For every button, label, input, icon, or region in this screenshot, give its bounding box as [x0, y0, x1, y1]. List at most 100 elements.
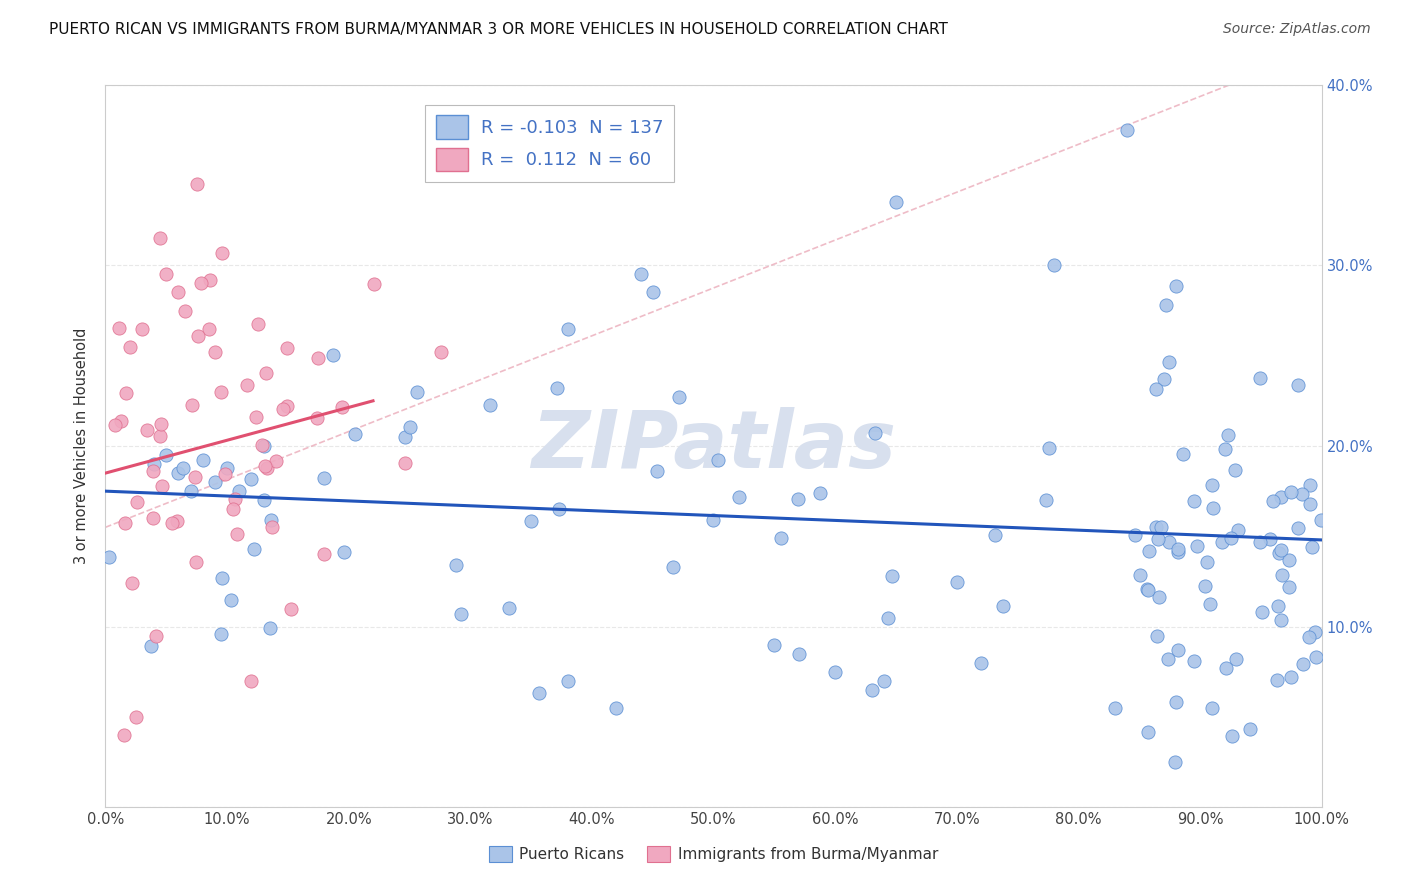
- Point: [1249, 371, 1271, 385]
- Point: [225, 527, 247, 541]
- Point: [1270, 614, 1292, 628]
- Point: [557, 673, 579, 688]
- Point: [1279, 484, 1302, 499]
- Point: [824, 665, 846, 679]
- Point: [1136, 582, 1159, 597]
- Point: [190, 276, 212, 290]
- Point: [707, 453, 730, 467]
- Point: [668, 391, 690, 405]
- Point: [252, 493, 274, 508]
- Point: [149, 231, 172, 245]
- Point: [1136, 724, 1159, 739]
- Point: [1292, 657, 1315, 672]
- Point: [280, 601, 302, 615]
- Point: [1258, 533, 1281, 547]
- Point: [970, 656, 993, 670]
- Point: [217, 460, 239, 475]
- Point: [1267, 599, 1289, 614]
- Point: [1197, 555, 1219, 569]
- Point: [444, 558, 467, 572]
- Point: [198, 321, 221, 335]
- Point: [873, 673, 896, 688]
- Point: [1035, 493, 1057, 508]
- Y-axis label: 3 or more Vehicles in Household: 3 or more Vehicles in Household: [75, 328, 90, 564]
- Point: [131, 321, 153, 335]
- Point: [204, 475, 226, 490]
- Point: [142, 464, 165, 478]
- Point: [114, 516, 136, 530]
- Point: [211, 245, 233, 260]
- Point: [1129, 567, 1152, 582]
- Point: [112, 728, 135, 742]
- Point: [228, 484, 250, 499]
- Point: [266, 454, 288, 468]
- Text: ZIPatlas: ZIPatlas: [531, 407, 896, 485]
- Point: [993, 599, 1015, 613]
- Point: [115, 385, 138, 400]
- Point: [1201, 701, 1223, 715]
- Point: [148, 429, 170, 443]
- Point: [787, 647, 810, 661]
- Point: [1239, 722, 1261, 736]
- Point: [1301, 540, 1323, 554]
- Point: [1299, 498, 1322, 512]
- Point: [728, 491, 751, 505]
- Point: [1213, 442, 1236, 456]
- Point: [181, 398, 204, 412]
- Point: [1043, 259, 1066, 273]
- Point: [1305, 649, 1327, 664]
- Point: [787, 491, 810, 506]
- Point: [546, 382, 568, 396]
- Point: [1261, 494, 1284, 508]
- Point: [1223, 462, 1246, 476]
- Point: [630, 268, 652, 282]
- Point: [880, 568, 903, 582]
- Point: [1220, 531, 1243, 545]
- Point: [344, 426, 367, 441]
- Point: [1201, 477, 1223, 491]
- Point: [250, 438, 273, 452]
- Point: [1202, 500, 1225, 515]
- Point: [211, 626, 233, 640]
- Point: [1271, 567, 1294, 582]
- Point: [1281, 670, 1303, 684]
- Point: [125, 710, 148, 724]
- Point: [180, 484, 202, 499]
- Point: [150, 479, 173, 493]
- Point: [247, 318, 270, 332]
- Point: [273, 402, 295, 417]
- Point: [1147, 591, 1170, 605]
- Point: [527, 685, 550, 699]
- Point: [1270, 491, 1292, 505]
- Point: [1164, 755, 1187, 769]
- Point: [143, 457, 166, 471]
- Point: [191, 453, 214, 467]
- Point: [430, 345, 453, 359]
- Point: [145, 629, 167, 643]
- Point: [1268, 546, 1291, 560]
- Point: [1166, 279, 1188, 293]
- Point: [162, 516, 184, 530]
- Point: [254, 458, 277, 473]
- Point: [211, 571, 233, 585]
- Point: [702, 513, 724, 527]
- Point: [548, 501, 571, 516]
- Point: [1291, 487, 1313, 501]
- Point: [520, 514, 543, 528]
- Point: [406, 385, 429, 400]
- Point: [1225, 652, 1247, 666]
- Point: [256, 461, 278, 475]
- Point: [1199, 597, 1222, 611]
- Point: [662, 560, 685, 574]
- Point: [1164, 696, 1187, 710]
- Point: [240, 673, 263, 688]
- Point: [1159, 535, 1181, 549]
- Point: [945, 574, 967, 589]
- Point: [479, 398, 502, 412]
- Point: [186, 177, 208, 191]
- Point: [1249, 534, 1271, 549]
- Point: [276, 341, 298, 355]
- Point: [260, 513, 283, 527]
- Point: [307, 351, 329, 365]
- Point: [1144, 383, 1167, 397]
